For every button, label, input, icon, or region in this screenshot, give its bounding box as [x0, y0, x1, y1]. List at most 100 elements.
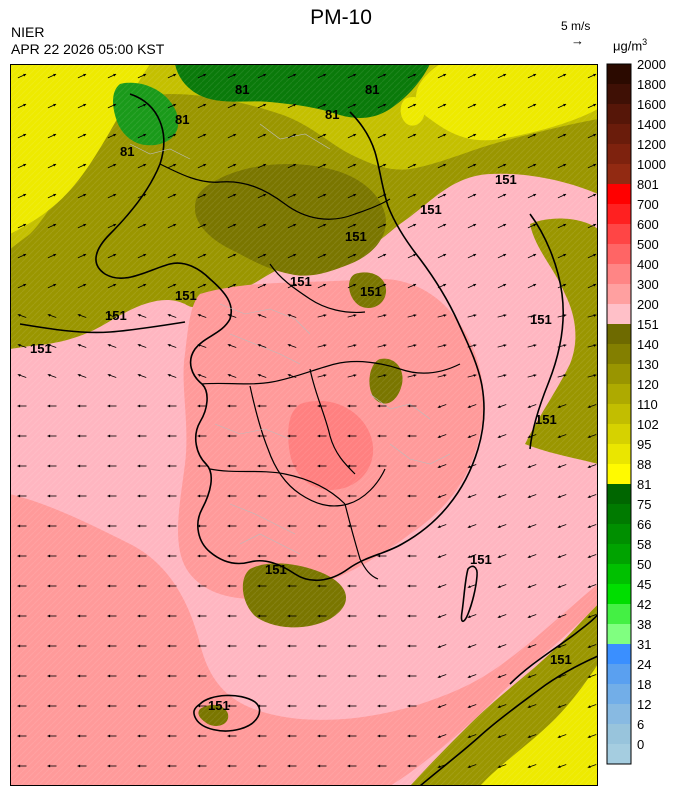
wind-arrow	[347, 464, 357, 468]
wind-arrow-head	[467, 645, 471, 648]
wind-arrow-head	[533, 253, 537, 257]
legend-swatch-45	[607, 584, 631, 604]
wind-arrow	[287, 644, 297, 648]
wind-arrow-head	[167, 614, 171, 618]
legend-swatch-18	[607, 684, 631, 704]
wind-arrow-head	[107, 344, 111, 347]
wind-arrow-head	[47, 524, 51, 528]
wind-arrow	[77, 374, 87, 378]
wind-arrow	[137, 464, 147, 468]
wind-arrow-head	[17, 734, 21, 738]
wind-arrow-head	[23, 133, 27, 137]
wind-arrow-head	[227, 374, 231, 377]
wind-arrow-head	[407, 404, 411, 408]
wind-arrow	[497, 674, 507, 678]
wind-arrow	[47, 584, 57, 588]
wind-arrow	[227, 404, 237, 408]
wind-arrow-head	[23, 223, 27, 227]
wind-arrow-head	[443, 193, 447, 197]
wind-arrow	[77, 223, 87, 229]
wind-arrow-head	[77, 674, 81, 678]
wind-arrow	[197, 764, 207, 768]
wind-arrow	[497, 223, 507, 229]
wind-arrow	[47, 614, 57, 618]
legend-label-1400: 1400	[637, 117, 666, 132]
wind-arrow	[137, 404, 147, 408]
wind-arrow	[257, 434, 267, 438]
wind-arrow-head	[353, 193, 357, 197]
wind-arrow	[407, 193, 417, 199]
wind-arrow	[77, 704, 87, 708]
wind-arrow	[377, 404, 387, 408]
wind-arrow-head	[107, 584, 111, 588]
wind-arrow	[407, 614, 417, 618]
legend-label-95: 95	[637, 437, 651, 452]
wind-arrow	[377, 524, 387, 528]
wind-arrow-head	[17, 704, 21, 708]
legend-label-500: 500	[637, 237, 659, 252]
wind-arrow	[47, 404, 57, 408]
wind-arrow-head	[407, 584, 411, 588]
wind-arrow-head	[107, 314, 111, 317]
wind-arrow	[137, 674, 147, 678]
wind-arrow	[317, 734, 327, 738]
wind-arrow	[197, 283, 207, 289]
wind-arrow	[47, 644, 57, 648]
wind-arrow-head	[347, 404, 351, 408]
wind-arrow	[17, 734, 27, 738]
wind-arrow-head	[533, 374, 537, 377]
wind-arrow-head	[203, 103, 207, 107]
wind-arrow	[77, 464, 87, 468]
wind-arrow-head	[557, 585, 561, 588]
wind-arrow	[47, 344, 57, 348]
wind-arrow-head	[137, 734, 141, 738]
wind-arrow-head	[287, 524, 291, 528]
wind-arrow-head	[563, 193, 567, 197]
legend-swatch-95	[607, 444, 631, 464]
legend-label-600: 600	[637, 217, 659, 232]
wind-arrow	[347, 704, 357, 708]
wind-arrow	[407, 283, 417, 289]
wind-arrow-head	[437, 435, 441, 438]
wind-arrow-head	[113, 73, 117, 77]
wind-arrow	[587, 494, 597, 498]
wind-arrow	[437, 253, 447, 259]
wind-arrow-head	[197, 584, 201, 588]
wind-arrow-head	[143, 163, 147, 167]
wind-arrow	[527, 434, 537, 438]
wind-arrow	[587, 704, 597, 708]
wind-arrow-head	[53, 133, 57, 137]
wind-arrow-head	[47, 374, 51, 377]
wind-arrow	[497, 253, 507, 259]
wind-arrow-head	[263, 133, 267, 137]
wind-arrow-head	[413, 314, 417, 317]
wind-arrow	[107, 644, 117, 648]
wind-arrow	[137, 163, 147, 169]
wind-arrow	[317, 133, 327, 139]
wind-arrow-head	[107, 764, 111, 768]
wind-arrow	[467, 674, 477, 678]
wind-arrow	[17, 344, 27, 348]
wind-arrow-head	[323, 344, 327, 347]
wind-arrow-head	[317, 644, 321, 648]
wind-arrow	[587, 283, 597, 289]
wind-arrow-head	[293, 133, 297, 137]
legend-swatch-300	[607, 284, 631, 304]
wind-arrow	[377, 374, 387, 378]
wind-arrow-head	[527, 465, 531, 468]
wind-arrow-head	[77, 464, 81, 468]
wind-arrow-head	[593, 163, 597, 167]
wind-arrow	[407, 73, 417, 79]
wind-arrow	[47, 554, 57, 558]
wind-arrow	[257, 283, 267, 289]
wind-arrow	[197, 494, 207, 498]
wind-arrow-head	[527, 495, 531, 498]
wind-arrow-head	[53, 253, 57, 257]
wind-arrow-head	[557, 435, 561, 438]
wind-arrow	[287, 674, 297, 678]
wind-arrow	[167, 554, 177, 558]
wind-arrow-head	[227, 734, 231, 738]
wind-arrow-head	[563, 314, 567, 317]
wind-arrow-head	[473, 103, 477, 107]
wind-arrow	[527, 223, 537, 229]
